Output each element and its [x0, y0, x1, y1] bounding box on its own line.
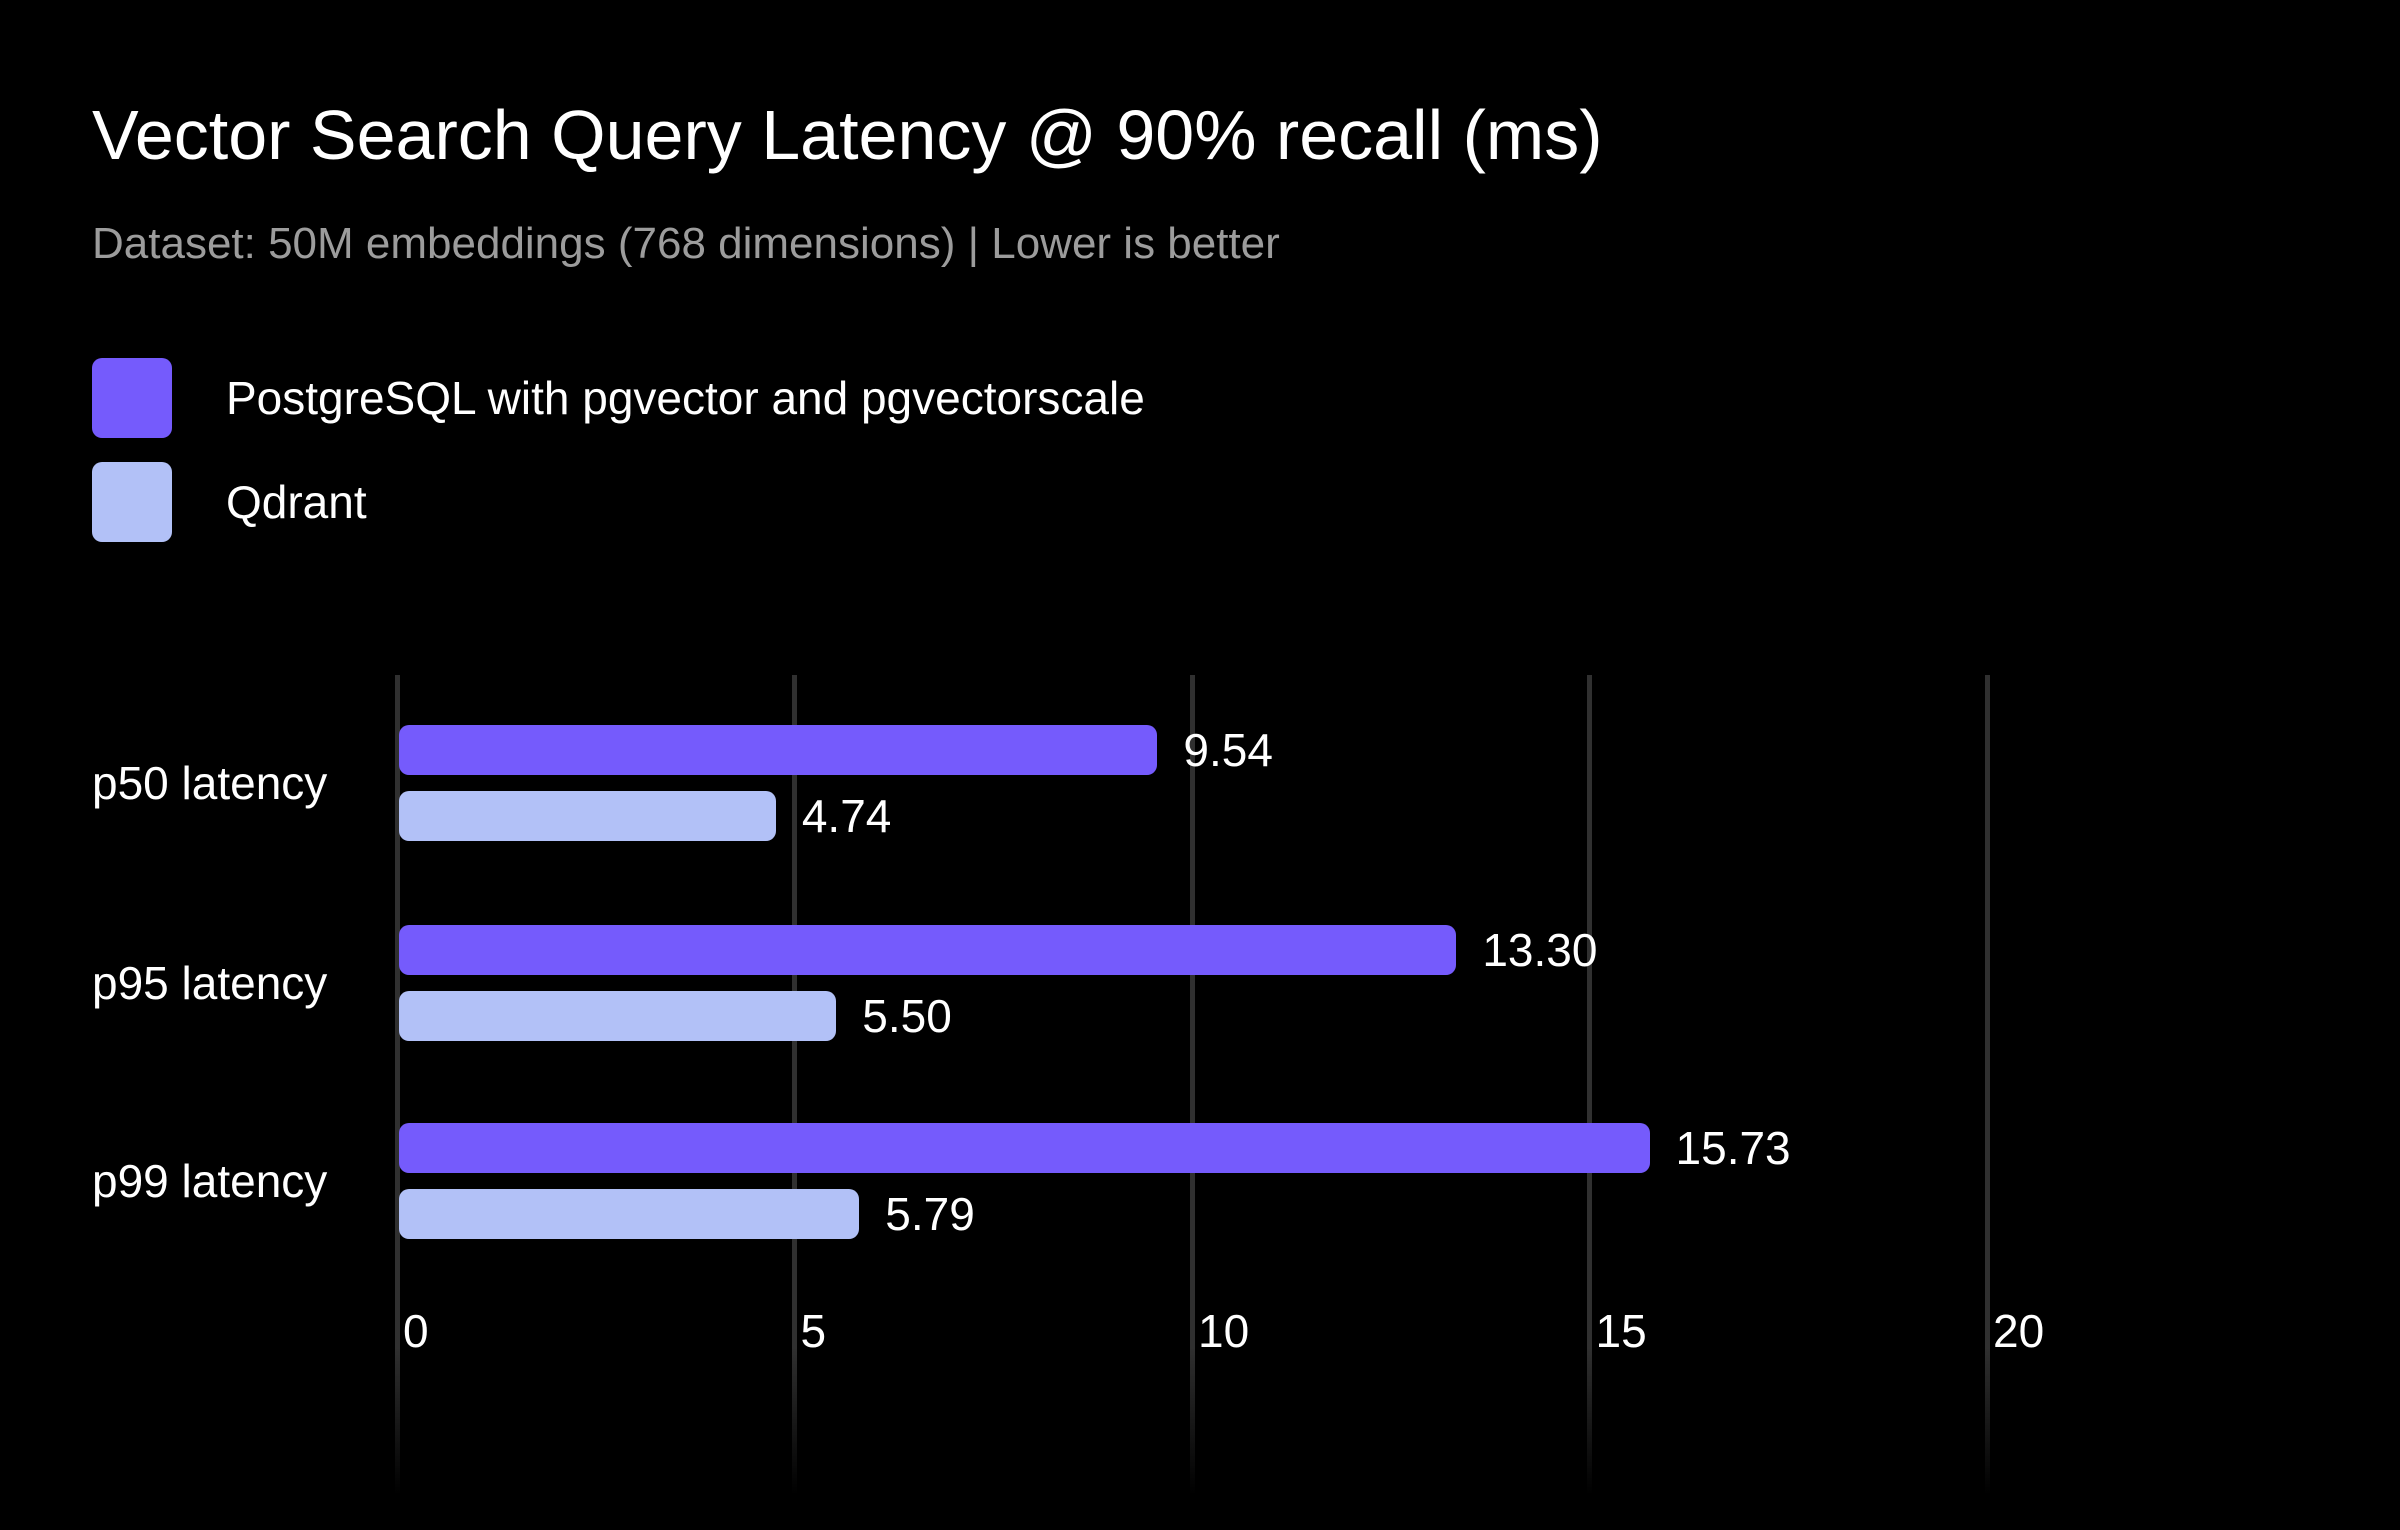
x-tick-label-20: 20 [1993, 1305, 2045, 1357]
bar-qdrant-p95 [399, 991, 837, 1041]
gridline-10 [1189, 675, 1195, 1495]
x-tick-label-5: 5 [800, 1305, 827, 1357]
legend-label-qdrant: Qdrant [226, 476, 367, 528]
bar-postgresql-p50 [399, 725, 1158, 775]
legend-label-postgresql: PostgreSQL with pgvector and pgvectorsca… [226, 372, 1145, 424]
chart-subtitle: Dataset: 50M embeddings (768 dimensions)… [92, 219, 1280, 268]
x-tick-label-0: 0 [403, 1305, 429, 1357]
value-label-qdrant-p99: 5.79 [885, 1188, 975, 1240]
value-label-postgresql-p50: 9.54 [1183, 724, 1273, 776]
bar-qdrant-p99 [399, 1189, 860, 1239]
x-tick-label-10: 10 [1198, 1305, 1250, 1357]
category-label-p99: p99 latency [92, 1155, 328, 1207]
legend-swatch-postgresql [92, 358, 172, 438]
bar-postgresql-p95 [399, 925, 1457, 975]
bar-postgresql-p99 [399, 1123, 1650, 1173]
chart-title: Vector Search Query Latency @ 90% recall… [92, 96, 1603, 174]
value-label-qdrant-p95: 5.50 [862, 990, 952, 1042]
value-label-qdrant-p50: 4.74 [801, 790, 892, 842]
value-label-postgresql-p95: 13.30 [1482, 924, 1598, 976]
bar-qdrant-p50 [399, 791, 776, 841]
value-label-postgresql-p99: 15.73 [1675, 1122, 1791, 1174]
x-tick-label-15: 15 [1595, 1305, 1647, 1357]
legend-swatch-qdrant [92, 462, 172, 542]
category-label-p95: p95 latency [92, 957, 328, 1009]
gridline-20 [1984, 675, 1990, 1495]
gridline-5 [792, 675, 797, 1495]
category-label-p50: p50 latency [92, 757, 328, 809]
gridline-15 [1587, 675, 1592, 1495]
gridline-0 [394, 675, 400, 1495]
